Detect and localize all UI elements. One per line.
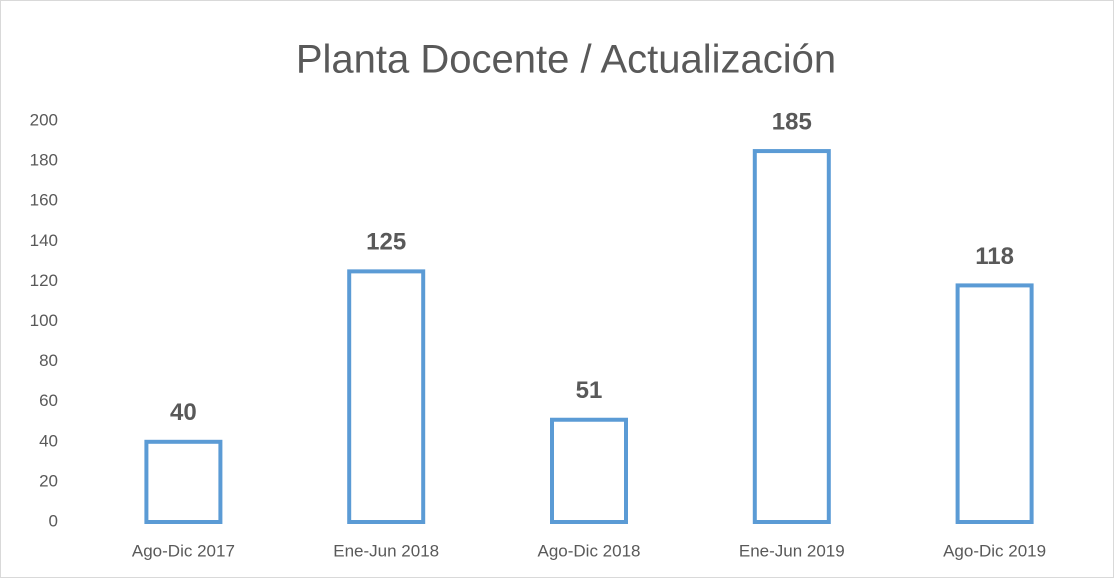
x-tick-label: Ene-Jun 2019 [739, 541, 845, 560]
y-tick-label: 40 [39, 431, 58, 450]
x-tick-label: Ago-Dic 2019 [943, 541, 1046, 560]
y-tick-label: 80 [39, 351, 58, 370]
chart-title: Planta Docente / Actualización [296, 38, 836, 82]
y-tick-label: 100 [30, 311, 58, 330]
y-tick-label: 140 [30, 231, 58, 250]
y-tick-label: 180 [30, 151, 58, 170]
x-tick-label: Ago-Dic 2017 [132, 541, 235, 560]
data-label: 40 [170, 399, 197, 426]
y-tick-label: 60 [39, 391, 58, 410]
y-tick-label: 20 [39, 471, 58, 490]
bar [752, 149, 831, 524]
data-label: 118 [975, 243, 1014, 270]
y-tick-label: 160 [30, 191, 58, 210]
y-tick-label: 0 [49, 511, 58, 530]
data-label: 125 [366, 229, 406, 256]
y-tick-label: 200 [30, 110, 58, 129]
data-label: 185 [772, 108, 812, 135]
data-label: 51 [576, 377, 603, 404]
y-tick-label: 120 [30, 271, 58, 290]
x-tick-label: Ago-Dic 2018 [537, 541, 640, 560]
bar [144, 439, 223, 524]
x-tick-label: Ene-Jun 2018 [333, 541, 439, 560]
bar [955, 283, 1034, 524]
bar [347, 269, 426, 524]
bar [550, 417, 628, 524]
